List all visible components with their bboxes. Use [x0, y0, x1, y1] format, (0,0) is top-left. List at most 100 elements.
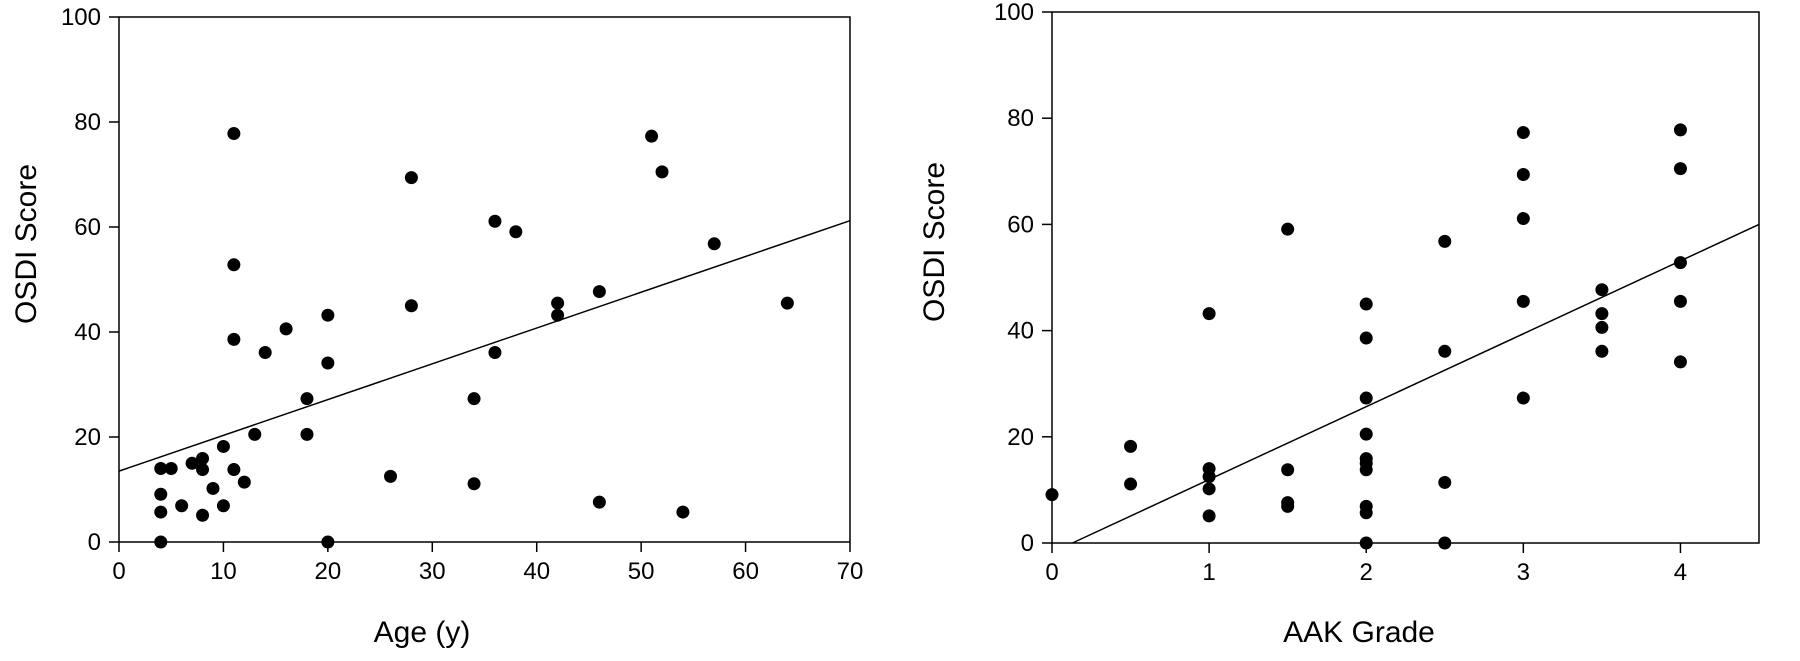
data-point: [1595, 307, 1609, 321]
data-point: [488, 345, 502, 359]
data-point: [164, 462, 178, 475]
x-tick-label: 0: [1045, 559, 1058, 586]
y-tick-label: 100: [994, 0, 1034, 26]
data-point: [216, 439, 230, 453]
y-tick-label: 60: [1007, 211, 1034, 238]
data-point: [1281, 222, 1295, 236]
data-point: [154, 487, 168, 501]
data-point: [1516, 167, 1530, 181]
x-tick-label: 3: [1517, 559, 1530, 586]
y-tick-label: 20: [74, 424, 101, 451]
data-point: [1438, 234, 1452, 248]
data-point: [237, 475, 251, 489]
data-point: [1359, 391, 1373, 405]
y-axis-label: OSDI Score: [918, 162, 951, 322]
data-point: [1359, 536, 1373, 550]
data-point: [1673, 355, 1687, 369]
y-axis-label: OSDI Score: [10, 164, 43, 324]
x-tick-label: 40: [523, 558, 550, 585]
data-point: [1202, 482, 1216, 496]
y-tick-label: 0: [88, 529, 101, 556]
data-point: [227, 127, 241, 141]
data-point: [1516, 212, 1530, 226]
x-tick-label: 70: [837, 558, 864, 585]
x-tick-label: 10: [210, 558, 237, 585]
data-point: [1595, 344, 1609, 358]
data-point: [404, 299, 418, 313]
data-point: [185, 456, 199, 470]
data-point: [1516, 126, 1530, 140]
data-point: [1202, 462, 1216, 476]
data-point: [227, 332, 241, 346]
data-point: [1673, 294, 1687, 308]
data-point: [592, 285, 606, 299]
data-point: [300, 427, 314, 441]
x-tick-label: 1: [1202, 559, 1215, 586]
x-tick-label: 0: [112, 558, 125, 585]
data-point: [206, 481, 220, 495]
data-point: [1516, 294, 1530, 308]
data-point: [1202, 307, 1216, 321]
y-tick-label: 60: [74, 214, 101, 241]
data-point: [216, 499, 230, 513]
data-point: [1359, 452, 1373, 466]
data-point: [551, 308, 565, 322]
data-point: [1438, 344, 1452, 358]
data-point: [676, 505, 690, 519]
data-point: [258, 345, 272, 359]
y-tick-label: 40: [74, 319, 101, 346]
plot-frame: [118, 16, 851, 543]
data-point: [551, 296, 565, 310]
data-point: [1281, 496, 1295, 510]
x-axis-label: AAK Grade: [1283, 616, 1435, 649]
data-point: [1595, 320, 1609, 334]
data-point: [1438, 536, 1452, 550]
data-point: [1359, 331, 1373, 345]
y-tick-label: 80: [74, 109, 101, 136]
x-tick-label: 2: [1360, 559, 1373, 586]
data-point: [1673, 256, 1687, 270]
data-point: [154, 462, 168, 475]
data-point: [780, 296, 794, 310]
data-point: [1124, 477, 1138, 491]
x-axis-label: Age (y): [374, 616, 471, 649]
data-point: [707, 237, 721, 251]
data-point: [645, 129, 659, 143]
y-tick-label: 20: [1007, 424, 1034, 451]
data-point: [321, 356, 335, 370]
y-tick-label: 100: [61, 4, 101, 31]
data-point: [488, 214, 502, 228]
x-tick-label: 30: [419, 558, 446, 585]
data-point: [196, 463, 210, 477]
data-point: [1281, 463, 1295, 477]
data-point: [1359, 427, 1373, 441]
data-point: [175, 499, 189, 513]
data-point: [227, 258, 241, 272]
data-point: [1673, 162, 1687, 176]
plot-frame: [1051, 11, 1760, 544]
data-point: [196, 508, 210, 522]
regression-line: [118, 219, 851, 472]
data-point: [279, 322, 293, 336]
y-tick-label: 40: [1007, 318, 1034, 345]
x-tick-label: 60: [732, 558, 759, 585]
data-point: [154, 505, 168, 519]
data-point: [227, 463, 241, 477]
data-point: [196, 452, 210, 466]
data-point: [1438, 475, 1452, 489]
data-point: [1124, 439, 1138, 453]
x-tick-label: 4: [1674, 559, 1687, 586]
data-point: [1516, 391, 1530, 405]
y-tick-label: 0: [1021, 530, 1034, 557]
data-point: [467, 477, 481, 491]
data-point: [321, 308, 335, 322]
data-point: [404, 171, 418, 185]
data-point: [321, 535, 335, 549]
data-point: [467, 392, 481, 406]
age-scatter-panel: Age (y) OSDI Score 0 10 20 30 40 50 60 70 0 20 40 6…: [10, 4, 863, 649]
data-point: [592, 495, 606, 509]
x-tick-label: 20: [315, 558, 342, 585]
